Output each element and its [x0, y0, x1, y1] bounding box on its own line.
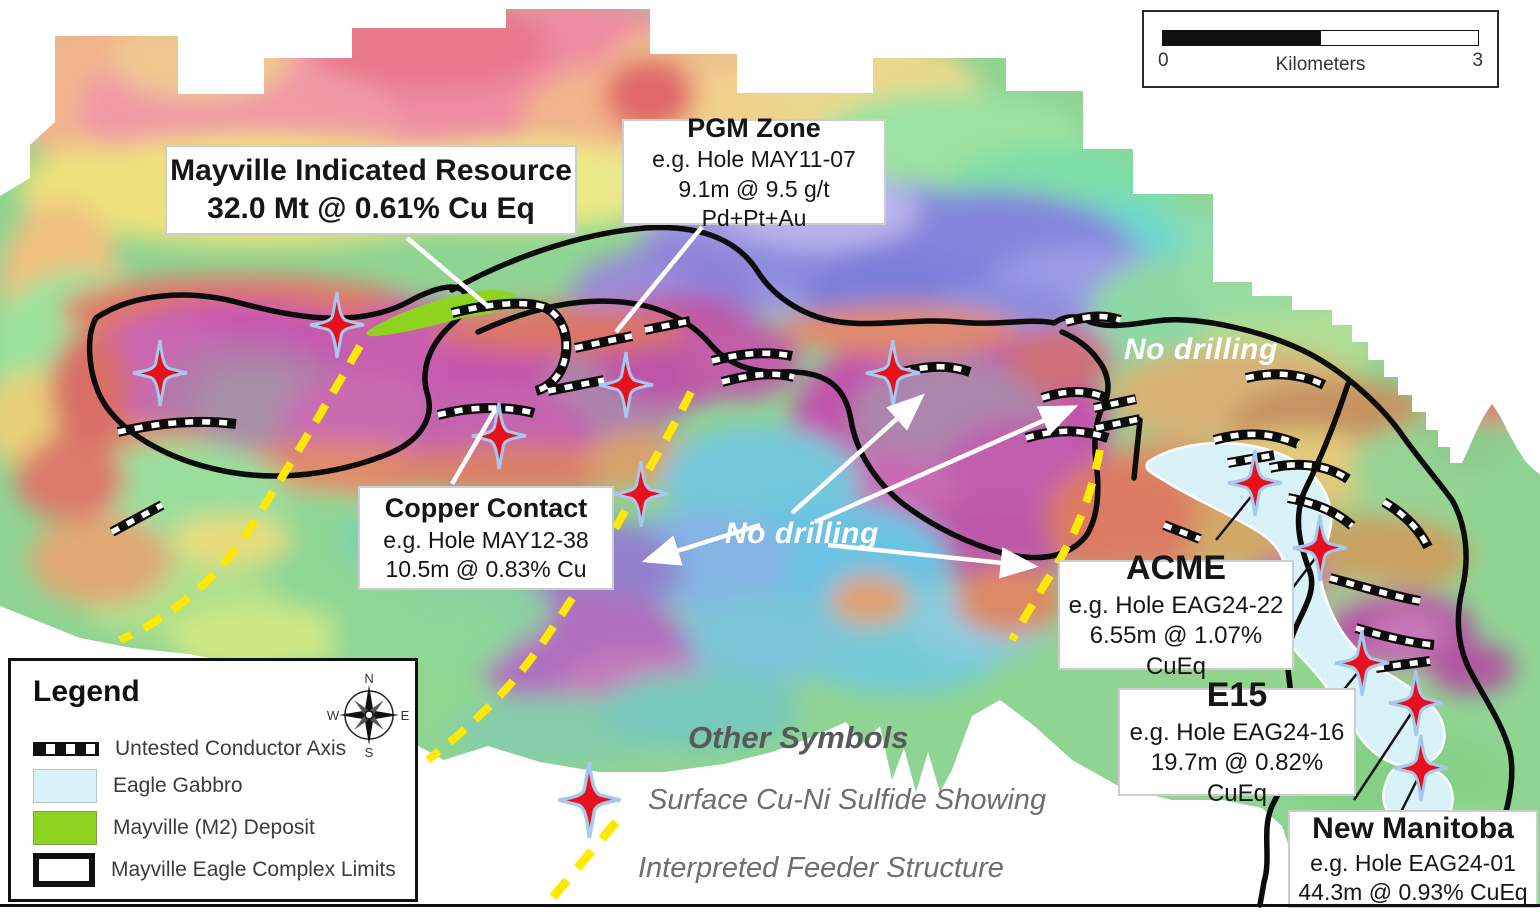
pgm-zone-grade: 9.1m @ 9.5 g/t Pd+Pt+Au: [678, 175, 830, 231]
figure-bottom-border: [0, 904, 1540, 907]
conductor-axes: [109, 298, 1435, 673]
acme-hole: e.g. Hole EAG24-22: [1068, 591, 1284, 619]
other-symbols-item-showing: Surface Cu-Ni Sulfide Showing: [648, 784, 1047, 816]
pgm-zone-callout: PGM Zone e.g. Hole MAY11-07 9.1m @ 9.5 g…: [622, 113, 886, 231]
e15-hole: e.g. Hole EAG24-16: [1129, 718, 1345, 746]
legend-item-conductor: Untested Conductor Axis: [33, 737, 346, 761]
new-manitoba-callout: New Manitoba e.g. Hole EAG24-01 44.3m @ …: [1288, 810, 1538, 908]
copper-contact-hole: e.g. Hole MAY12-38: [383, 526, 589, 553]
legend-item-label: Mayville Eagle Complex Limits: [111, 858, 396, 881]
other-symbols-item-feeder: Interpreted Feeder Structure: [638, 852, 1004, 884]
mayville-resource-title: Mayville Indicated Resource: [170, 153, 572, 187]
no-drilling-label-east: No drilling: [1124, 333, 1278, 366]
other-symbols-title: Other Symbols: [688, 720, 909, 755]
new-manitoba-hole: e.g. Hole EAG24-01: [1310, 849, 1516, 876]
copper-contact-callout: Copper Contact e.g. Hole MAY12-38 10.5m …: [358, 486, 614, 590]
scale-max-label: 3: [1472, 50, 1483, 71]
scale-unit-label: Kilometers: [1275, 54, 1366, 75]
mayville-resource-grade: 32.0 Mt @ 0.61% Cu Eq: [207, 192, 535, 225]
no-drilling-label-central: No drilling: [725, 517, 879, 550]
e15-callout: E15 e.g. Hole EAG24-16 19.7m @ 0.82% CuE…: [1118, 676, 1356, 807]
legend-panel: Legend Untested Conductor Axis Eagle Gab…: [8, 658, 418, 902]
conductor-axis-icon: [33, 742, 99, 756]
acme-grade: 6.55m @ 1.07% CuEq: [1089, 622, 1263, 681]
e15-grade: 19.7m @ 0.82% CuEq: [1150, 749, 1324, 808]
acme-title: ACME: [1125, 549, 1227, 588]
legend-item-label: Eagle Gabbro: [113, 774, 243, 797]
legend-item-deposit: Mayville (M2) Deposit: [33, 811, 315, 845]
deposit-swatch-icon: [33, 811, 97, 845]
copper-contact-grade: 10.5m @ 0.83% Cu: [385, 556, 587, 583]
gabbro-swatch-icon: [33, 769, 97, 803]
e15-title: E15: [1206, 676, 1268, 715]
legend-item-label: Mayville (M2) Deposit: [113, 816, 315, 839]
acme-callout: ACME e.g. Hole EAG24-22 6.55m @ 1.07% Cu…: [1058, 549, 1294, 680]
legend-item-limits: Mayville Eagle Complex Limits: [33, 853, 396, 887]
annotation-leaders: [405, 225, 1079, 579]
mayville-resource-callout: Mayville Indicated Resource 32.0 Mt @ 0.…: [165, 145, 577, 235]
scale-bar: 0 3 Kilometers: [1142, 10, 1499, 88]
legend-title: Legend: [33, 675, 140, 708]
scale-bar-graphic: [1162, 30, 1479, 46]
pgm-zone-hole: e.g. Hole MAY11-07: [652, 146, 856, 173]
limits-swatch-icon: [33, 853, 95, 887]
new-manitoba-title: New Manitoba: [1312, 812, 1514, 846]
scale-zero-label: 0: [1158, 50, 1169, 71]
legend-item-gabbro: Eagle Gabbro: [33, 769, 243, 803]
scale-bar-fill: [1163, 31, 1321, 45]
new-manitoba-grade: 44.3m @ 0.93% CuEq: [1298, 879, 1528, 906]
copper-contact-title: Copper Contact: [384, 493, 588, 524]
pgm-zone-title: PGM Zone: [687, 112, 821, 143]
legend-item-label: Untested Conductor Axis: [115, 737, 347, 760]
